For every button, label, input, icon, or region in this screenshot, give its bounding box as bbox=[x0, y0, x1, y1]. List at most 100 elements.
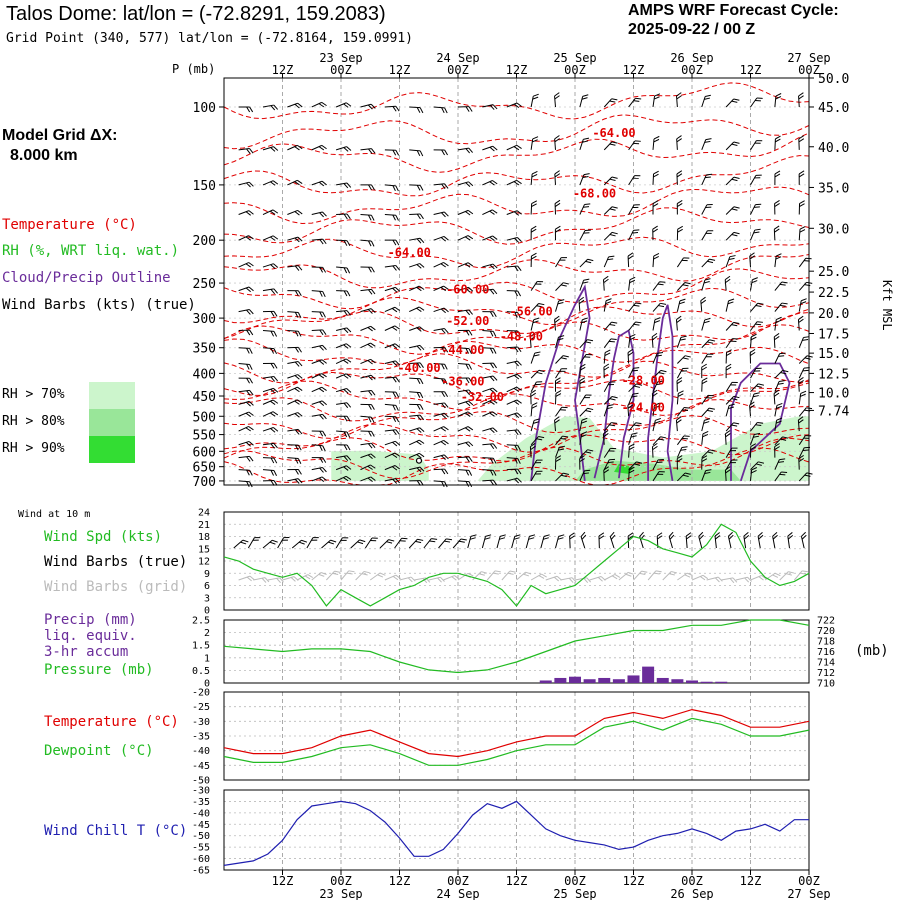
top-hour-label-6: 12Z bbox=[623, 63, 645, 77]
true-wind-barb-34 bbox=[727, 531, 734, 549]
bottom-date-label-1: 24 Sep bbox=[436, 887, 479, 900]
grid-wind-barb-32 bbox=[706, 576, 723, 583]
xsec-wind-barb-289 bbox=[262, 387, 279, 394]
model-grid-value: 8.000 km bbox=[10, 147, 78, 164]
panel-1-y-label-5: 15 bbox=[198, 544, 210, 555]
true-wind-barb-27 bbox=[627, 532, 634, 549]
top-hour-label-4: 12Z bbox=[506, 63, 528, 77]
panel-2-y-label-3: 1.5 bbox=[192, 641, 210, 652]
xsec-wind-barb-293 bbox=[360, 389, 376, 396]
xsec-wind-barb-316 bbox=[336, 402, 352, 409]
xsec-wind-barb-411 bbox=[311, 457, 327, 463]
xsec-wind-barb-353 bbox=[652, 402, 660, 417]
xsec-wind-barb-292 bbox=[335, 388, 352, 394]
xsec-wind-barb-422 bbox=[579, 449, 594, 458]
panel-3-y-label-0: -50 bbox=[192, 776, 210, 787]
cloud-outline-2 bbox=[647, 304, 674, 482]
temperature-contour-1 bbox=[223, 114, 810, 150]
xsec-wind-barb-242 bbox=[287, 361, 303, 367]
xsec-wind-barb-279 bbox=[603, 363, 610, 379]
panel-4-y-label-6: -35 bbox=[192, 797, 210, 808]
xsec-wind-barb-78 bbox=[384, 214, 399, 221]
xsec-wind-barb-214 bbox=[774, 316, 782, 331]
top-hour-label-2: 12Z bbox=[389, 63, 411, 77]
panel-3-y-label-6: -20 bbox=[192, 688, 210, 699]
xsec-wind-barb-120 bbox=[238, 262, 254, 268]
true-wind-barb-20 bbox=[525, 534, 536, 549]
xsec-wind-barb-178 bbox=[482, 311, 497, 318]
precip-bar-0 bbox=[539, 680, 552, 683]
grid-wind-barb-11 bbox=[399, 576, 416, 583]
true-wind-barb-32 bbox=[698, 531, 704, 549]
grid-wind-barb-13 bbox=[428, 576, 445, 583]
xsec-wind-barb-187 bbox=[700, 296, 707, 312]
xsec-wind-barb-389 bbox=[360, 442, 376, 449]
xsec-wind-barb-116 bbox=[725, 231, 740, 241]
true-wind-barb-30 bbox=[668, 531, 675, 549]
precip-bar-2 bbox=[569, 676, 581, 683]
xsec-wind-barb-443 bbox=[506, 468, 522, 475]
xsec-wind-barb-172 bbox=[336, 310, 351, 316]
panel-1-frame bbox=[223, 511, 810, 611]
grid-wind-barb-5 bbox=[311, 572, 327, 581]
xsec-wind-barb-412 bbox=[336, 455, 352, 462]
xsec-wind-barb-157 bbox=[555, 282, 569, 291]
xsec-wind-barb-260 bbox=[725, 349, 732, 364]
xsec-wind-barb-369 bbox=[457, 426, 474, 432]
xsec-wind-barb-268 bbox=[335, 373, 352, 379]
bottom-date-label-2: 25 Sep bbox=[553, 887, 596, 900]
top-hour-label-1: 00Z bbox=[330, 63, 352, 77]
xsec-wind-barb-356 bbox=[725, 403, 735, 417]
pressure-tick-label-0: 100 bbox=[193, 101, 216, 116]
xsec-wind-barb-227 bbox=[506, 346, 522, 353]
temperature-contour-13 bbox=[223, 346, 810, 384]
true-wind-barb-12 bbox=[408, 538, 424, 549]
xsec-wind-barb-265 bbox=[262, 375, 278, 382]
xsec-wind-barb-66 bbox=[676, 170, 683, 185]
xsec-wind-barb-436 bbox=[335, 465, 352, 471]
xsec-wind-barb-115 bbox=[701, 230, 714, 241]
xsec-wind-barb-189 bbox=[750, 302, 764, 312]
xsec-wind-barb-169 bbox=[262, 310, 278, 317]
xsec-wind-barb-361 bbox=[262, 427, 279, 433]
xsec-wind-barb-298 bbox=[482, 387, 498, 394]
panel-1-y-label-0: 0 bbox=[204, 606, 210, 617]
rh-threshold-90: RH > 90% bbox=[2, 441, 65, 456]
xsec-wind-barb-160 bbox=[628, 276, 636, 291]
xsec-wind-barb-3 bbox=[311, 101, 327, 108]
xsec-wind-barb-441 bbox=[457, 469, 473, 476]
xsec-wind-barb-220 bbox=[335, 343, 352, 349]
panel-2-frame bbox=[223, 619, 810, 684]
xsec-wind-barb-27 bbox=[311, 144, 327, 151]
xsec-wind-barb-100 bbox=[336, 239, 351, 247]
precip-bar-6 bbox=[627, 675, 640, 683]
xsec-wind-barb-95 bbox=[798, 200, 805, 215]
xsec-wind-barb-180 bbox=[530, 303, 545, 312]
xsec-wind-barb-461 bbox=[360, 476, 376, 482]
xsec-wind-barb-417 bbox=[457, 456, 473, 463]
xsec-wind-barb-256 bbox=[627, 348, 634, 364]
rh-swatch-70 bbox=[89, 382, 135, 409]
temperature-label-8: -40.00 bbox=[397, 361, 440, 375]
xsec-wind-barb-275 bbox=[506, 373, 522, 380]
xsec-wind-barb-376 bbox=[628, 422, 642, 432]
xsec-wind-barb-23 bbox=[798, 92, 804, 108]
xsec-wind-barb-228 bbox=[529, 332, 536, 348]
temperature-label-10: -28.00 bbox=[622, 374, 665, 388]
xsec-wind-barb-87 bbox=[603, 206, 618, 215]
pressure-tick-label-6: 400 bbox=[193, 367, 216, 382]
xsec-wind-barb-358 bbox=[774, 402, 783, 417]
xsec-wind-barb-259 bbox=[701, 353, 714, 364]
pressure-unit-label: (mb) bbox=[855, 643, 889, 659]
panel-4-y-label-7: -30 bbox=[192, 786, 210, 797]
grid-wind-barb-8 bbox=[355, 570, 370, 581]
pressure-tick-label-1: 150 bbox=[193, 179, 216, 194]
xsec-wind-barb-182 bbox=[578, 296, 585, 312]
xsec-wind-barb-88 bbox=[628, 204, 640, 215]
xsec-wind-barb-344 bbox=[433, 412, 449, 419]
grid-wind-barb-37 bbox=[779, 571, 795, 581]
xsec-wind-barb-269 bbox=[360, 374, 376, 381]
xsec-wind-barb-166 bbox=[774, 281, 788, 291]
rh-swatch-80 bbox=[89, 409, 135, 436]
xsec-wind-barb-445 bbox=[555, 455, 562, 470]
